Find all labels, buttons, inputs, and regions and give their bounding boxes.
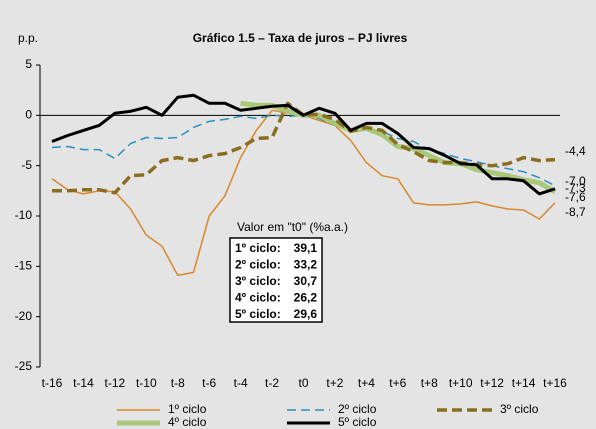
inset-value: 33,2 <box>294 258 318 272</box>
y-tick-label: 5 <box>25 57 32 71</box>
end-label: -8,7 <box>565 205 586 219</box>
inset-label: 2º ciclo: <box>235 258 281 272</box>
legend-label: 5º ciclo <box>338 415 377 429</box>
y-tick-label: -20 <box>15 309 33 323</box>
inset-value: 30,7 <box>294 274 318 288</box>
x-tick-label: t-14 <box>73 376 94 390</box>
x-tick-label: t-4 <box>234 376 248 390</box>
inset-title: Valor em "t0" (%a.a.) <box>237 220 348 234</box>
x-tick-label: t-12 <box>105 376 126 390</box>
y-tick-label: -25 <box>15 359 33 373</box>
x-tick-label: t+8 <box>421 376 438 390</box>
x-tick-label: t+16 <box>543 376 567 390</box>
y-tick-label: -10 <box>15 208 33 222</box>
legend-label: 1º ciclo <box>168 402 207 416</box>
y-tick-label: -5 <box>21 158 32 172</box>
x-tick-label: t-10 <box>136 376 157 390</box>
x-tick-label: t-6 <box>202 376 216 390</box>
inset-value: 29,6 <box>294 307 318 321</box>
inset-label: 3º ciclo: <box>235 274 281 288</box>
x-tick-label: t+4 <box>358 376 375 390</box>
x-tick-label: t-16 <box>42 376 63 390</box>
x-tick-label: t-8 <box>171 376 185 390</box>
legend-label: 2º ciclo <box>338 402 377 416</box>
y-tick-label: 0 <box>25 108 32 122</box>
series-line <box>51 114 556 187</box>
y-tick-label: -15 <box>15 259 33 273</box>
end-label: -7,6 <box>565 190 586 204</box>
x-tick-label: t+2 <box>326 376 343 390</box>
inset-label: 5º ciclo: <box>235 307 281 321</box>
y-axis-label: p.p. <box>18 31 38 45</box>
inset-value: 39,1 <box>294 241 318 255</box>
end-label: -7,0 <box>565 174 586 188</box>
series-line <box>51 93 556 196</box>
inset-value: 26,2 <box>294 291 318 305</box>
legend-label: 3º ciclo <box>500 402 539 416</box>
end-label: -4,4 <box>565 144 586 158</box>
chart-title: Gráfico 1.5 – Taxa de juros – PJ livres <box>193 31 408 45</box>
inset-label: 1º ciclo: <box>235 241 281 255</box>
x-tick-label: t-2 <box>265 376 279 390</box>
legend-label: 4º ciclo <box>168 415 207 429</box>
x-tick-label: t0 <box>298 376 308 390</box>
inset-box <box>229 237 323 323</box>
end-label: -7,3 <box>565 181 586 195</box>
inset-label: 4º ciclo: <box>235 291 281 305</box>
x-tick-label: t+12 <box>480 376 504 390</box>
x-tick-label: t+6 <box>389 376 406 390</box>
series-line <box>240 100 557 194</box>
x-tick-label: t+10 <box>449 376 473 390</box>
x-tick-label: t+14 <box>512 376 536 390</box>
series-line <box>52 101 556 195</box>
